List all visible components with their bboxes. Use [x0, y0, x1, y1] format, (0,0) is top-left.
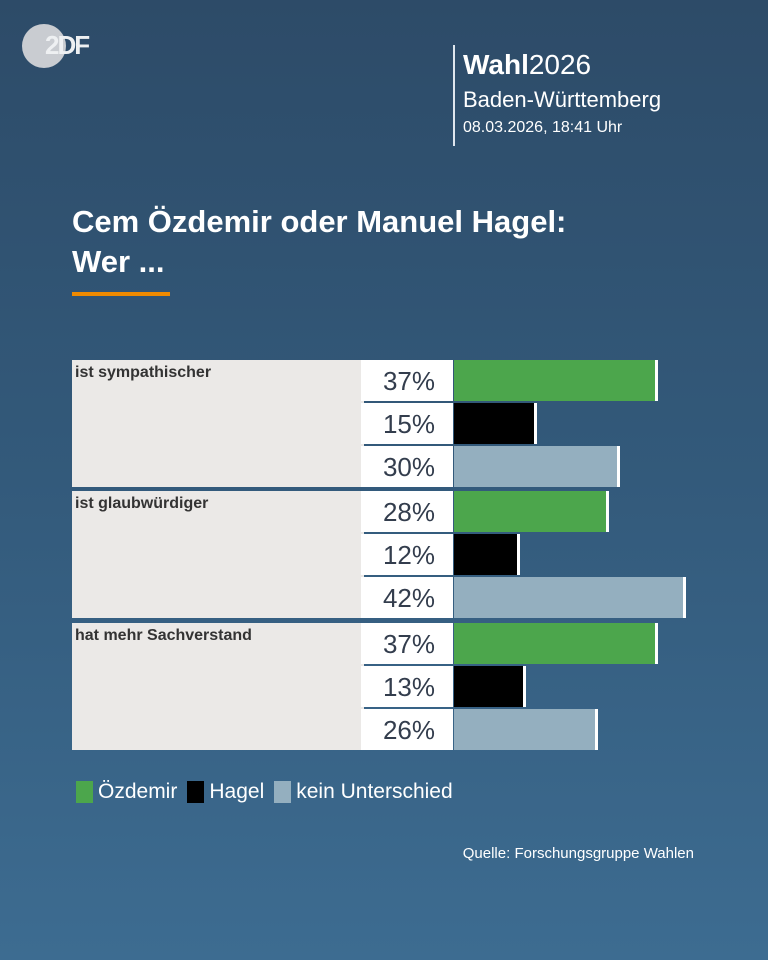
legend-label: Özdemir	[98, 780, 178, 803]
bar-kein-unterschied	[454, 577, 686, 618]
title-line-2: Wer ...	[72, 244, 165, 279]
data-label: 30%	[361, 446, 453, 487]
legend: Özdemir Hagel kein Unterschied	[76, 780, 463, 804]
category-label: ist sympathischer	[72, 360, 364, 487]
data-label: 26%	[361, 709, 453, 750]
legend-swatch	[274, 781, 292, 803]
data-label: 13%	[361, 666, 453, 707]
data-label: 28%	[361, 491, 453, 532]
category-label: ist glaubwürdiger	[72, 491, 364, 618]
title-line-1: Cem Özdemir oder Manuel Hagel:	[72, 204, 567, 239]
bar-hagel	[454, 403, 537, 444]
category-label: hat mehr Sachverstand	[72, 623, 364, 750]
legend-swatch	[76, 781, 93, 803]
bar-özdemir	[454, 360, 659, 401]
wahl-label: Wahl	[463, 49, 529, 80]
data-label: 15%	[361, 403, 453, 444]
bar-özdemir	[454, 491, 609, 532]
election-header: Wahl2026 Baden-Württemberg 08.03.2026, 1…	[453, 45, 661, 146]
legend-label: Hagel	[209, 780, 265, 803]
title-underline	[72, 292, 170, 296]
zdf-logo: 2DF	[22, 24, 102, 68]
legend-swatch	[187, 781, 205, 803]
data-label: 37%	[361, 360, 453, 401]
bar-hagel	[454, 666, 526, 707]
bar-özdemir	[454, 623, 659, 664]
wahl-year: 2026	[528, 49, 592, 80]
data-label: 12%	[361, 534, 453, 575]
bar-kein-unterschied	[454, 709, 598, 750]
bar-hagel	[454, 534, 521, 575]
legend-item: Özdemir	[76, 780, 177, 804]
legend-label: kein Unterschied	[296, 780, 453, 803]
legend-item: kein Unterschied	[274, 780, 453, 804]
source: Quelle: Forschungsgruppe Wahlen	[462, 845, 694, 862]
chart-title: Cem Özdemir oder Manuel Hagel: Wer ...	[72, 202, 566, 282]
legend-item: Hagel	[187, 780, 264, 804]
data-label: 37%	[361, 623, 453, 664]
datetime: 08.03.2026, 18:41 Uhr	[463, 119, 623, 136]
data-label: 42%	[361, 577, 453, 618]
region: Baden-Württemberg	[463, 87, 662, 112]
bar-kein-unterschied	[454, 446, 620, 487]
